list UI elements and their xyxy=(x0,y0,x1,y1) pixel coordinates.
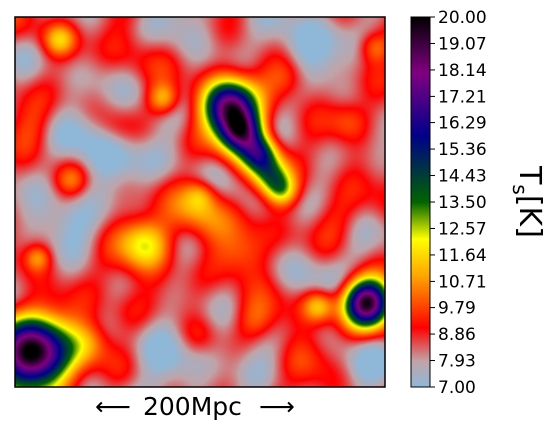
colorbar-tick-label: 7.93 xyxy=(438,352,476,372)
colorbar-title-text: Ts[K] xyxy=(508,165,547,238)
colorbar-tick-label: 9.79 xyxy=(438,299,476,319)
colorbar-tick-label: 20.00 xyxy=(438,8,487,28)
colorbar-tick-label: 17.21 xyxy=(438,87,487,107)
heatmap-frame xyxy=(14,16,386,388)
colorbar-tick-label: 13.50 xyxy=(438,193,487,213)
colorbar-tick-label: 18.14 xyxy=(438,61,487,81)
colorbar-tick-label: 14.43 xyxy=(438,167,487,187)
scale-bar-left-arrow: ⟵ xyxy=(95,392,131,421)
colorbar-title-sub: s xyxy=(508,184,532,194)
colorbar: 20.00 19.07 18.14 17.21 16.29 15.36 14.43 13.50… xyxy=(410,8,547,398)
colorbar-title: Ts[K] xyxy=(508,165,547,238)
scale-bar-label: 200Mpc xyxy=(143,392,242,421)
colorbar-tick-label: 12.57 xyxy=(438,219,487,239)
heatmap-canvas xyxy=(15,17,385,387)
colorbar-title-main: T xyxy=(512,165,547,185)
colorbar-tick-label: 16.29 xyxy=(438,114,487,134)
colorbar-tick-label: 19.07 xyxy=(438,34,487,54)
colorbar-tick-label: 15.36 xyxy=(438,140,487,160)
colorbar-ticks: 20.00 19.07 18.14 17.21 16.29 15.36 14.43 13.50… xyxy=(430,8,487,398)
colorbar-tick-label: 11.64 xyxy=(438,246,487,266)
heatmap-container xyxy=(15,17,385,387)
scale-bar-right-arrow: ⟶ xyxy=(259,392,295,421)
colorbar-title-unit: [K] xyxy=(512,195,547,238)
colorbar-tick-label: 10.71 xyxy=(438,272,487,292)
scale-bar: ⟵ 200Mpc ⟶ xyxy=(95,392,295,421)
heatmap-panel xyxy=(14,16,386,388)
colorbar-bar xyxy=(410,16,431,388)
colorbar-tick-label: 8.86 xyxy=(438,325,476,345)
colorbar-tick-label: 7.00 xyxy=(438,378,476,398)
